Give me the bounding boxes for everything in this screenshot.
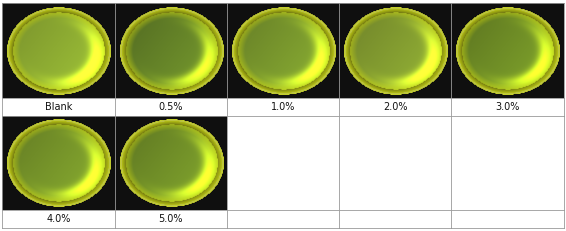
Text: 4.0%: 4.0% bbox=[46, 214, 71, 224]
Text: 3.0%: 3.0% bbox=[495, 102, 520, 112]
Text: 5.0%: 5.0% bbox=[158, 214, 183, 224]
Text: 2.0%: 2.0% bbox=[383, 102, 408, 112]
Text: Blank: Blank bbox=[45, 102, 72, 112]
Text: 1.0%: 1.0% bbox=[271, 102, 295, 112]
Text: 0.5%: 0.5% bbox=[158, 102, 183, 112]
